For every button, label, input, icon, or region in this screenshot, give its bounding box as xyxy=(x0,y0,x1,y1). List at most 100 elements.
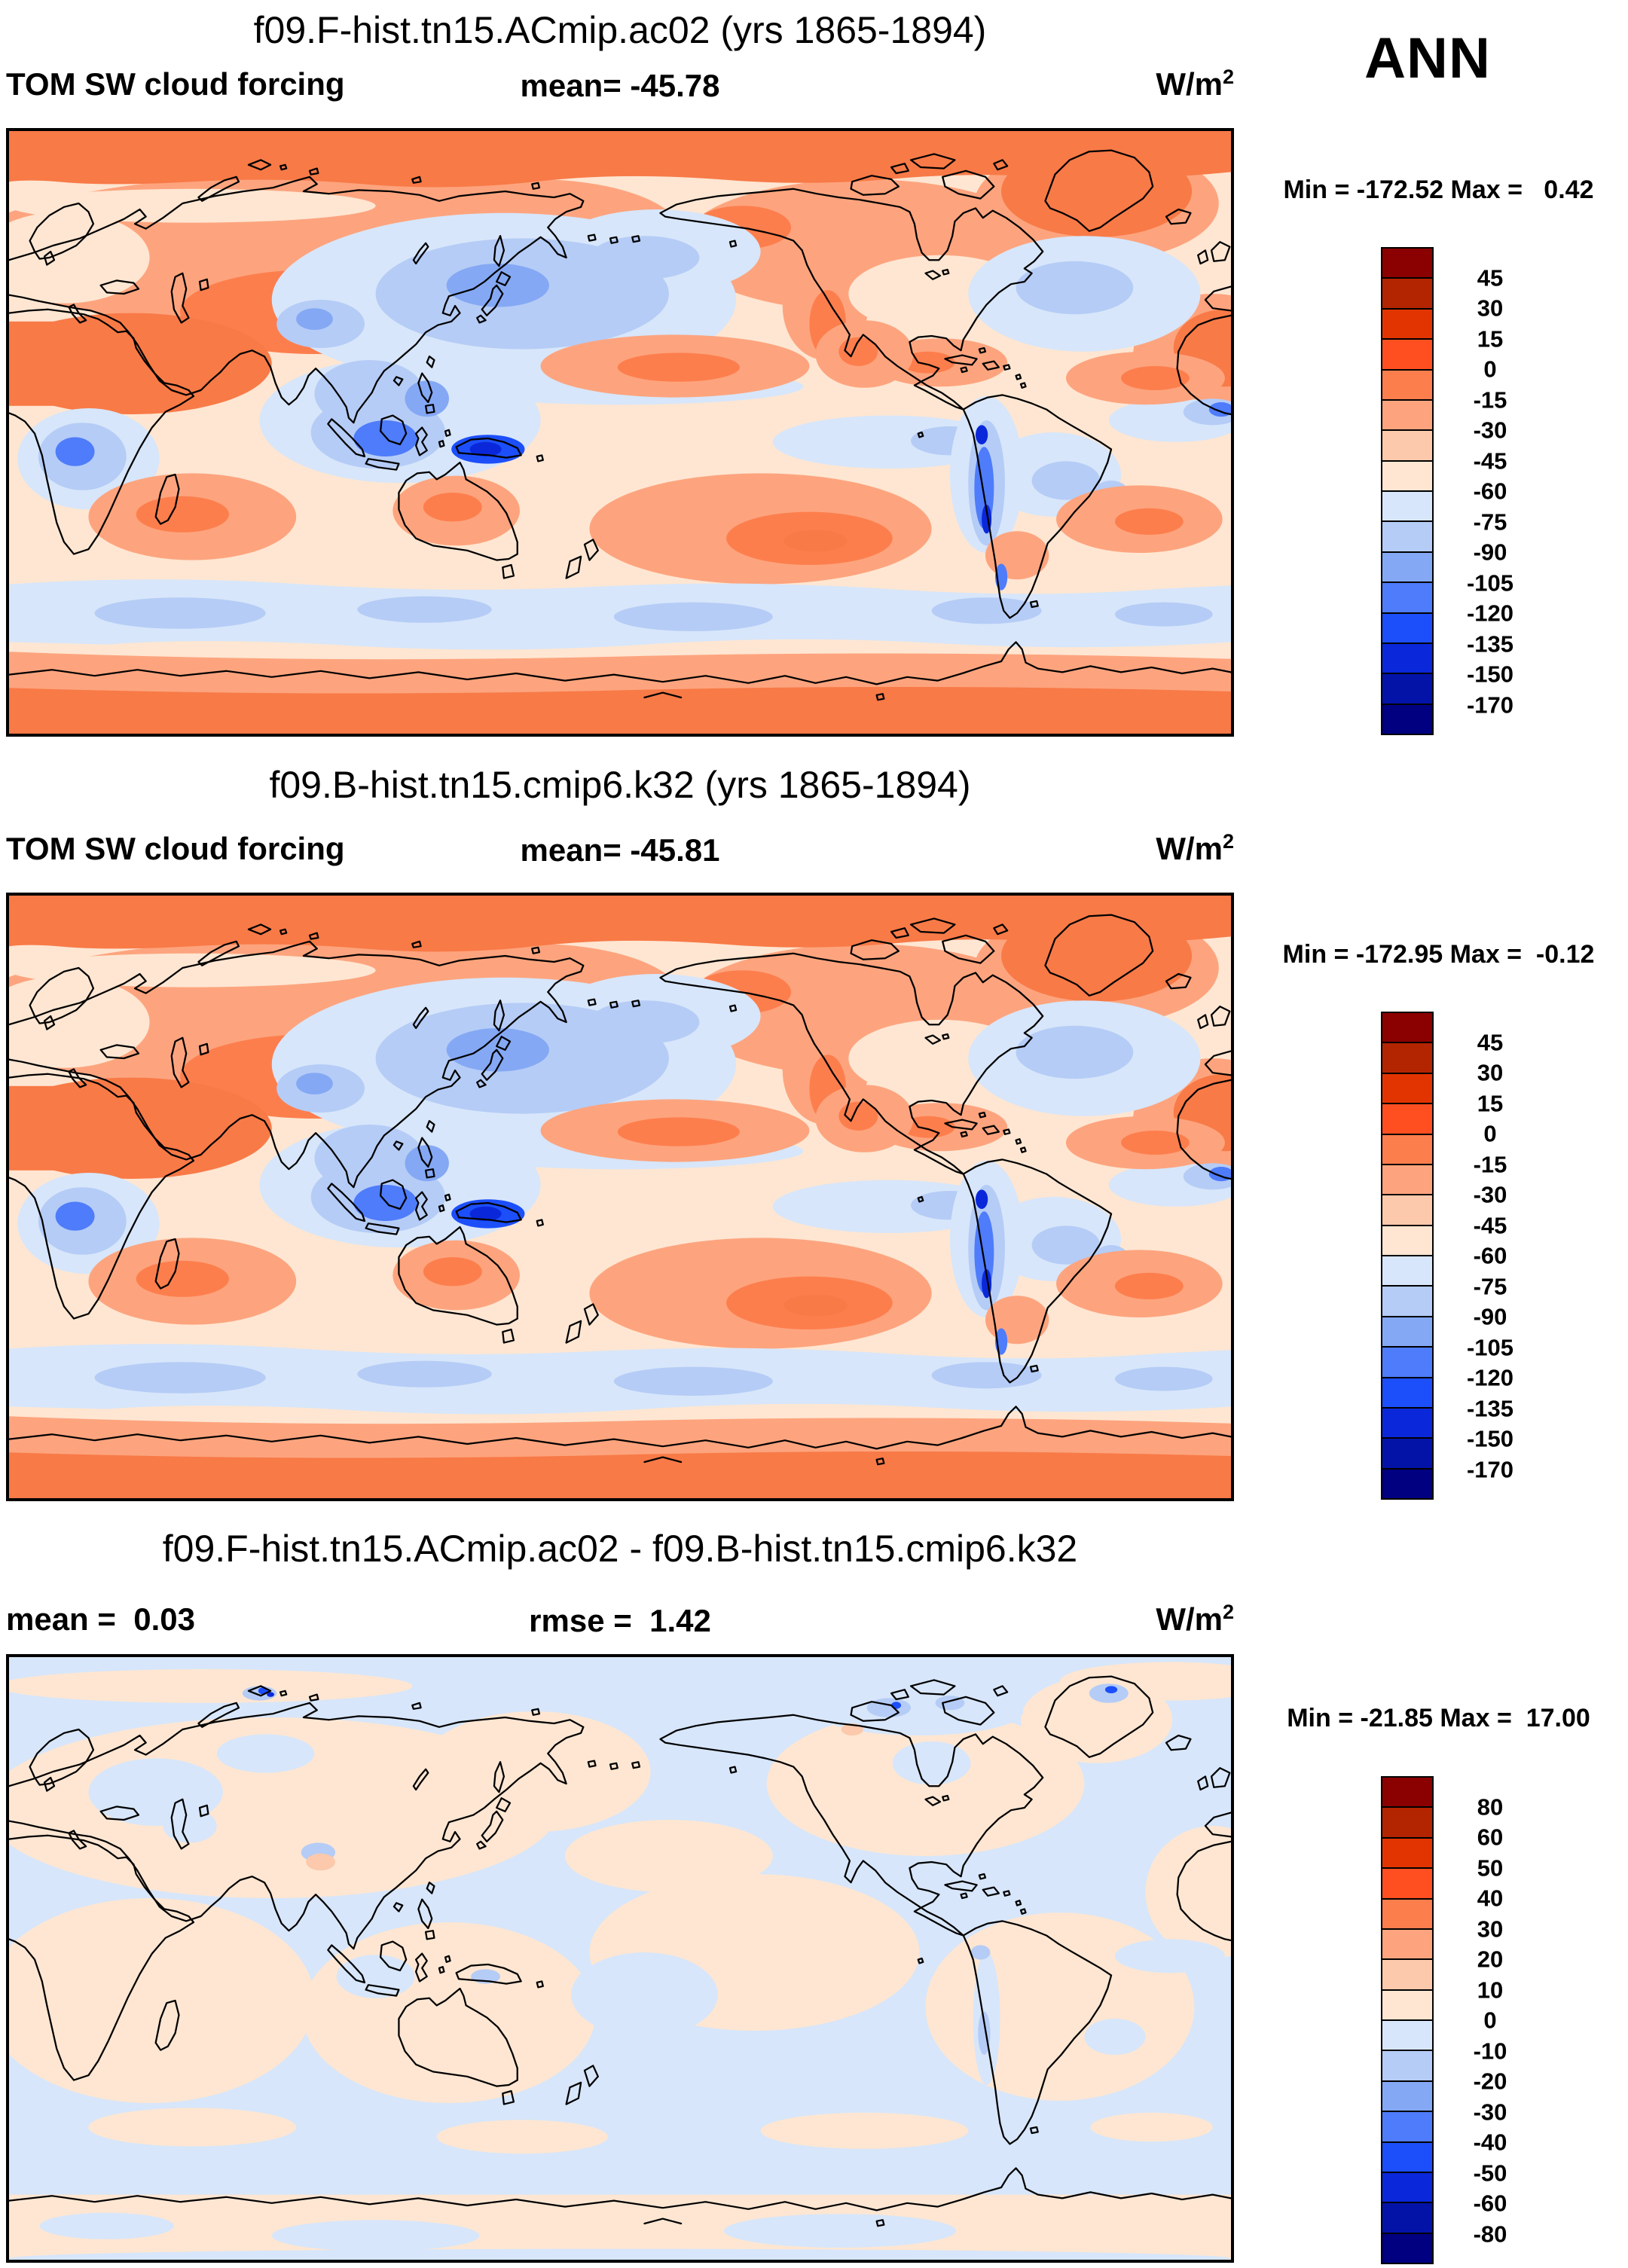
colorbar-tick-label: -45 xyxy=(1473,1212,1507,1238)
colorbar-tick-label: -50 xyxy=(1473,2160,1507,2186)
colorbar-tick-label: -30 xyxy=(1473,1181,1507,1208)
colorbar-tick-label: -135 xyxy=(1466,630,1514,657)
colorbar-cell xyxy=(1382,1378,1432,1409)
colorbar-tick-label: -75 xyxy=(1473,1273,1507,1299)
panel1-title: f09.F-hist.tn15.ACmip.ac02 (yrs 1865-189… xyxy=(253,9,987,51)
colorbar-cell xyxy=(1382,340,1432,371)
colorbar-cell xyxy=(1382,1134,1432,1165)
panel2-units: W/m2 xyxy=(1156,830,1234,866)
panel1-colorbar xyxy=(1381,247,1434,735)
colorbar-cell xyxy=(1382,431,1432,462)
colorbar-tick-label: -105 xyxy=(1466,569,1514,596)
colorbar-cell xyxy=(1382,461,1432,492)
panel3-title: f09.F-hist.tn15.ACmip.ac02 - f09.B-hist.… xyxy=(162,1528,1078,1570)
colorbar-tick-label: 50 xyxy=(1477,1854,1504,1881)
colorbar-tick-label: -170 xyxy=(1466,691,1514,718)
colorbar-cell xyxy=(1382,1226,1432,1256)
colorbar-cell xyxy=(1382,279,1432,310)
colorbar-cell xyxy=(1382,1960,1432,1991)
panel1-map-frame xyxy=(6,128,1234,737)
panel2-minmax: Min = -172.95 Max = -0.12 xyxy=(1282,940,1595,969)
colorbar-cell xyxy=(1382,613,1432,644)
colorbar-tick-label: -20 xyxy=(1473,2068,1507,2095)
colorbar-tick-label: 0 xyxy=(1483,2007,1497,2034)
colorbar-tick-label: 20 xyxy=(1477,1946,1504,1973)
panel2-world-map xyxy=(9,896,1231,1498)
colorbar-cell xyxy=(1382,1287,1432,1317)
colorbar-cell xyxy=(1382,1104,1432,1135)
colorbar-tick-label: 40 xyxy=(1477,1885,1504,1912)
panel2-title: f09.B-hist.tn15.cmip6.k32 (yrs 1865-1894… xyxy=(269,764,971,806)
colorbar-cell xyxy=(1382,643,1432,675)
panel1-world-map xyxy=(9,131,1231,734)
panel1-field-label: TOM SW cloud forcing xyxy=(6,66,345,102)
colorbar-tick-label: -40 xyxy=(1473,2129,1507,2156)
colorbar-tick-label: -150 xyxy=(1466,1425,1514,1452)
colorbar-cell xyxy=(1382,1348,1432,1378)
colorbar-tick-label: 30 xyxy=(1477,1915,1504,1942)
colorbar-tick-label: -45 xyxy=(1473,447,1507,474)
panel3-minmax: Min = -21.85 Max = 17.00 xyxy=(1287,1704,1590,1732)
colorbar-tick-label: -105 xyxy=(1466,1334,1514,1360)
colorbar-cell xyxy=(1382,2203,1432,2234)
colorbar-tick-label: -15 xyxy=(1473,386,1507,413)
colorbar-tick-label: 30 xyxy=(1477,295,1504,322)
colorbar-cell xyxy=(1382,1808,1432,1839)
colorbar-cell xyxy=(1382,1043,1432,1074)
panel3-difference-map xyxy=(9,1657,1231,2260)
colorbar-cell xyxy=(1382,1195,1432,1226)
colorbar-cell xyxy=(1382,1778,1432,1809)
panel2-mean-value: mean= -45.81 xyxy=(520,832,720,868)
colorbar-tick-label: -170 xyxy=(1466,1456,1514,1482)
colorbar-tick-label: 10 xyxy=(1477,1976,1504,2003)
colorbar-cell xyxy=(1382,2233,1432,2263)
panel3-mean-value: mean = 0.03 xyxy=(6,1601,195,1637)
colorbar-tick-label: -135 xyxy=(1466,1395,1514,1421)
panel3-units-exponent: 2 xyxy=(1222,1601,1234,1623)
colorbar-cell xyxy=(1382,2172,1432,2204)
colorbar-tick-label: -75 xyxy=(1473,508,1507,535)
panel3-rmse-value: rmse = 1.42 xyxy=(529,1603,711,1638)
panel3-map-frame xyxy=(6,1654,1234,2263)
colorbar-cell xyxy=(1382,2112,1432,2143)
colorbar-cell xyxy=(1382,1165,1432,1196)
panel1-stat-row: TOM SW cloud forcing mean= -45.78 W/m2 xyxy=(6,66,1234,108)
colorbar-cell xyxy=(1382,2051,1432,2082)
colorbar-cell xyxy=(1382,309,1432,340)
panel2-map-frame xyxy=(6,893,1234,1501)
panel2-colorbar-ticks: 45 30 15 0 -15 -30 -45 -60 -75 -90 -105 -120 -135 -15… xyxy=(1434,1012,1547,1500)
panel1-minmax: Min = -172.52 Max = 0.42 xyxy=(1283,176,1594,204)
colorbar-tick-label: -15 xyxy=(1473,1151,1507,1177)
colorbar-tick-label: -60 xyxy=(1473,2190,1507,2217)
colorbar-tick-label: 45 xyxy=(1477,264,1504,291)
season-label: ANN xyxy=(1364,26,1491,90)
panel3-stat-row: mean = 0.03 rmse = 1.42 W/m2 xyxy=(6,1601,1234,1644)
colorbar-cell xyxy=(1382,704,1432,734)
colorbar-cell xyxy=(1382,1317,1432,1348)
colorbar-cell xyxy=(1382,1073,1432,1105)
colorbar-tick-label: -10 xyxy=(1473,2038,1507,2064)
colorbar-tick-label: 30 xyxy=(1477,1059,1504,1086)
colorbar-tick-label: -150 xyxy=(1466,661,1514,688)
colorbar-tick-label: 80 xyxy=(1477,1793,1504,1820)
colorbar-tick-label: 45 xyxy=(1477,1029,1504,1055)
colorbar-cell xyxy=(1382,583,1432,614)
panel1-colorbar-ticks: 45 30 15 0 -15 -30 -45 -60 -75 -90 -105 -120 -135 -15… xyxy=(1434,247,1547,735)
colorbar-tick-label: 15 xyxy=(1477,325,1504,352)
panel1-units: W/m2 xyxy=(1156,66,1234,102)
colorbar-cell xyxy=(1382,370,1432,401)
colorbar-cell xyxy=(1382,1408,1432,1439)
colorbar-tick-label: -120 xyxy=(1466,600,1514,627)
colorbar-tick-label: -90 xyxy=(1473,539,1507,566)
colorbar-cell xyxy=(1382,1869,1432,1900)
colorbar-cell xyxy=(1382,1256,1432,1287)
panel3-colorbar-ticks: 80 60 50 40 30 20 10 0 -10 -20 -30 -40 -50 -60 -80 xyxy=(1434,1776,1547,2264)
colorbar-cell xyxy=(1382,400,1432,432)
colorbar-tick-label: -90 xyxy=(1473,1303,1507,1330)
colorbar-tick-label: -60 xyxy=(1473,1242,1507,1269)
panel2-units-exponent: 2 xyxy=(1222,830,1234,853)
panel2-field-label: TOM SW cloud forcing xyxy=(6,831,345,866)
colorbar-tick-label: -60 xyxy=(1473,478,1507,505)
colorbar-cell xyxy=(1382,1469,1432,1498)
